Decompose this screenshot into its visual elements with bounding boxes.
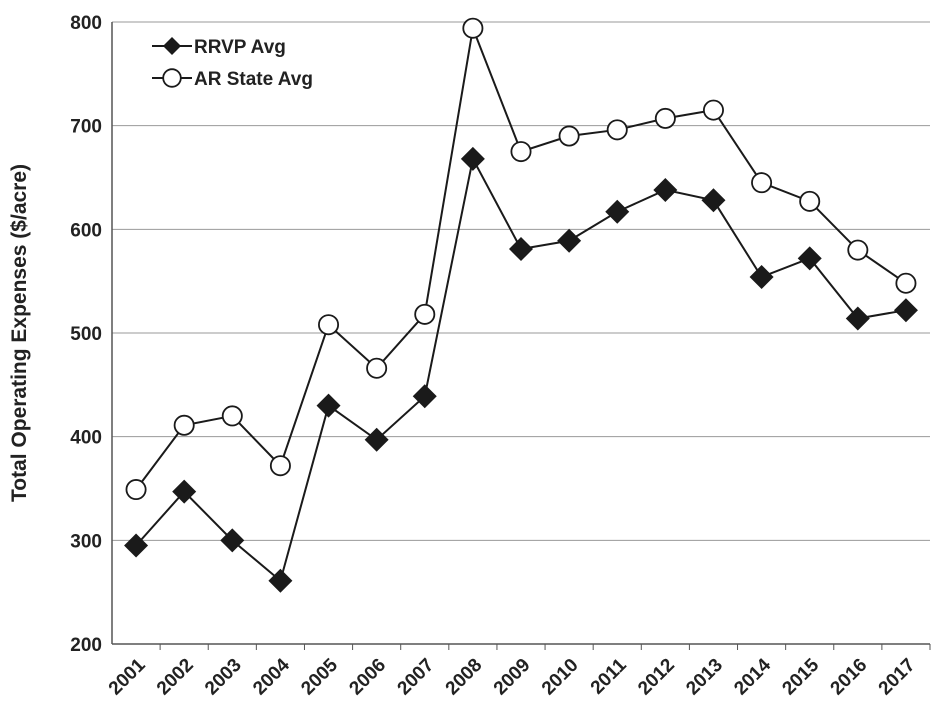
data-point (510, 141, 532, 163)
data-point (749, 265, 774, 290)
y-tick-label: 300 (70, 531, 102, 552)
data-point (893, 298, 918, 323)
x-tick-label: 2007 (394, 655, 439, 700)
x-tick-label: 2016 (827, 655, 872, 700)
data-point (606, 119, 628, 141)
data-point (173, 414, 195, 436)
series-line (135, 155, 907, 583)
x-tick-label: 2011 (587, 654, 631, 698)
data-point (654, 107, 676, 129)
legend-marker (162, 68, 182, 88)
legend-label: AR State Avg (194, 69, 313, 90)
data-point (269, 455, 291, 477)
data-point (847, 239, 869, 261)
data-point (460, 146, 485, 171)
data-point (462, 17, 484, 39)
x-tick-label: 2014 (730, 654, 775, 699)
data-point (557, 228, 582, 253)
data-point (414, 303, 436, 325)
data-point (702, 99, 724, 121)
y-axis-label: Total Operating Expenses ($/acre) (8, 164, 31, 502)
y-tick-label: 800 (70, 13, 102, 34)
y-tick-label: 500 (70, 324, 102, 345)
y-tick-label: 700 (70, 117, 102, 138)
data-point (364, 427, 389, 452)
data-point (797, 246, 822, 271)
data-point (318, 314, 340, 336)
data-point (605, 199, 630, 224)
x-tick-label: 2010 (538, 655, 583, 700)
x-tick-label: 2009 (490, 655, 535, 700)
x-tick-label: 2005 (297, 654, 342, 699)
data-point (172, 479, 197, 504)
data-point (268, 568, 293, 593)
data-point (653, 177, 678, 202)
data-point (558, 125, 580, 147)
x-tick-label: 2013 (682, 655, 727, 700)
x-tick-label: 2015 (778, 654, 823, 699)
data-point (799, 190, 821, 212)
y-tick-label: 200 (70, 635, 102, 656)
data-point (701, 188, 726, 213)
data-point (366, 357, 388, 379)
y-tick-label: 600 (70, 220, 102, 241)
x-tick-label: 2002 (153, 655, 198, 700)
data-point (895, 272, 917, 294)
x-tick-label: 2006 (345, 655, 390, 700)
data-point (412, 384, 437, 409)
x-tick-label: 2012 (634, 655, 679, 700)
data-point (316, 393, 341, 418)
data-point (220, 528, 245, 553)
legend-marker (163, 37, 181, 55)
data-point (221, 405, 243, 427)
data-point (751, 172, 773, 194)
x-tick-label: 2008 (442, 655, 487, 700)
x-tick-label: 2017 (875, 655, 920, 700)
data-point (845, 306, 870, 331)
x-tick-label: 2001 (105, 654, 150, 699)
data-point (124, 533, 149, 558)
data-point (125, 479, 147, 501)
x-tick-label: 2003 (201, 655, 246, 700)
y-tick-label: 400 (70, 428, 102, 449)
x-tick-label: 2004 (249, 654, 294, 699)
legend-label: RRVP Avg (194, 37, 286, 58)
data-point (509, 237, 533, 262)
